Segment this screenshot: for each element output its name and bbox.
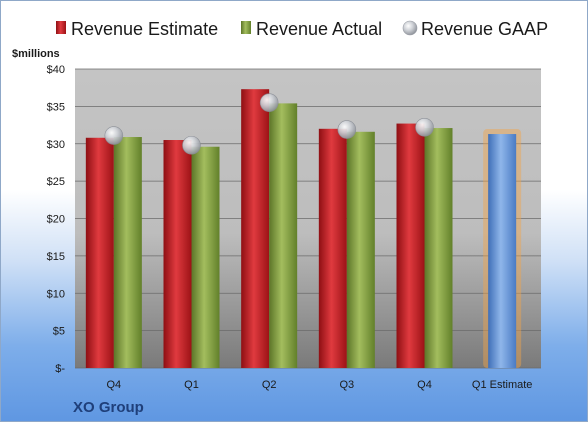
legend-item-revenue-actual: Revenue Actual xyxy=(241,19,382,39)
y-axis-unit-label: $millions xyxy=(12,48,60,60)
marker-revenue-gaap xyxy=(259,93,279,112)
legend-label-actual: Revenue Actual xyxy=(256,19,382,39)
bar-revenue-actual xyxy=(191,146,220,368)
marker-revenue-gaap xyxy=(104,126,124,145)
bar-revenue-actual xyxy=(269,103,298,368)
legend-item-revenue-estimate: Revenue Estimate xyxy=(56,19,218,39)
legend-swatch-gaap xyxy=(402,20,418,36)
bar-revenue-estimate xyxy=(163,140,192,368)
x-tick-label: Q3 xyxy=(339,379,354,391)
bar-revenue-estimate xyxy=(85,137,114,368)
legend-swatch-actual xyxy=(241,21,251,34)
y-tick-label: $- xyxy=(55,363,65,375)
y-tick-label: $10 xyxy=(47,288,65,300)
bar-revenue-estimate xyxy=(318,128,347,368)
y-axis-ticks: $- $5 $10 $15 $20 $25 $30 $35 $40 xyxy=(47,64,66,375)
marker-revenue-gaap xyxy=(415,118,434,137)
bars xyxy=(85,89,522,369)
gaap-markers xyxy=(104,93,434,155)
x-axis-ticks: Q4 Q1 Q2 Q3 Q4 Q1 Estimate xyxy=(106,379,532,391)
company-label: XO Group xyxy=(73,399,144,416)
legend-label-estimate: Revenue Estimate xyxy=(71,19,218,39)
y-tick-label: $5 xyxy=(53,326,65,338)
bar-revenue-estimate xyxy=(396,123,425,368)
bar-revenue-actual xyxy=(113,137,142,368)
x-tick-label: Q4 xyxy=(417,379,432,391)
x-tick-label: Q1 xyxy=(184,379,199,391)
x-tick-label: Q2 xyxy=(262,379,277,391)
bar-q1-estimate xyxy=(488,134,517,368)
bar-revenue-estimate xyxy=(241,89,270,369)
gridlines xyxy=(75,68,541,369)
y-tick-label: $30 xyxy=(47,139,65,151)
y-tick-label: $15 xyxy=(47,251,65,263)
legend-item-revenue-gaap: Revenue GAAP xyxy=(402,19,548,39)
y-tick-label: $40 xyxy=(47,64,65,76)
legend-swatch-estimate xyxy=(56,21,66,34)
bar-revenue-actual xyxy=(346,131,375,368)
y-tick-label: $20 xyxy=(47,214,65,226)
marker-revenue-gaap xyxy=(182,135,201,155)
x-tick-label: Q1 Estimate xyxy=(472,379,533,391)
y-tick-label: $25 xyxy=(47,176,65,188)
legend: Revenue Estimate Revenue Actual Revenue … xyxy=(56,19,548,39)
legend-label-gaap: Revenue GAAP xyxy=(421,19,548,39)
marker-revenue-gaap xyxy=(337,120,357,139)
x-tick-label: Q4 xyxy=(106,379,121,391)
y-tick-label: $35 xyxy=(47,101,65,113)
bar-revenue-actual xyxy=(424,128,453,368)
